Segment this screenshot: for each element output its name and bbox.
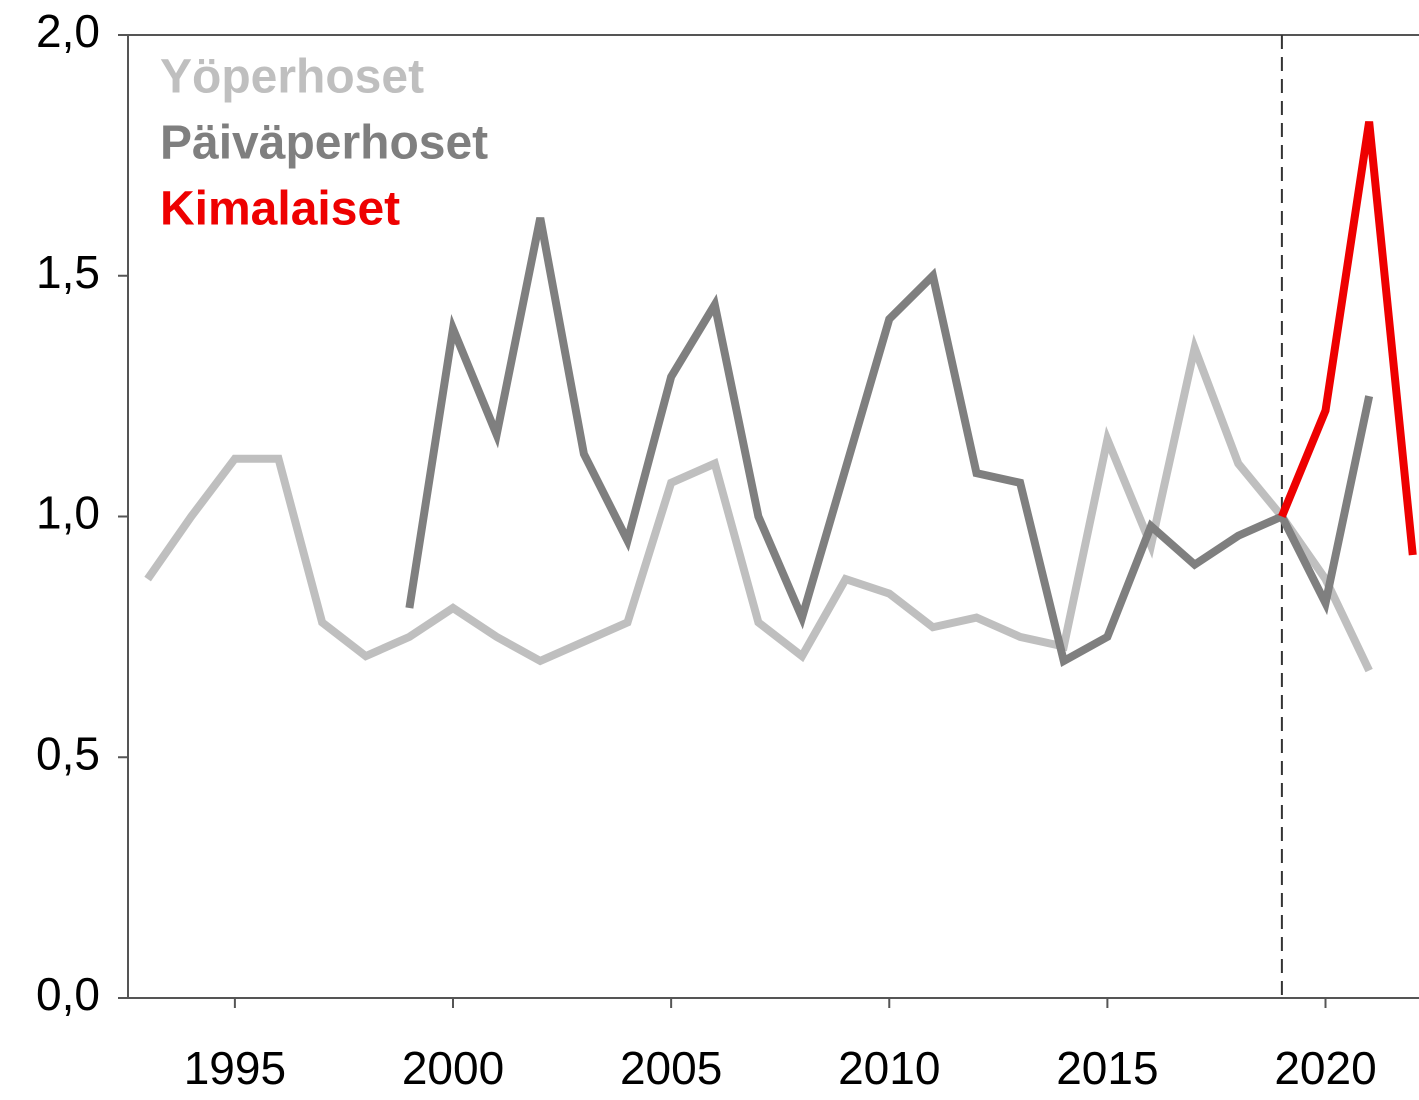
y-tick-label: 1,5 [36, 246, 100, 298]
series-line [144, 333, 1373, 673]
x-tick-label: 2020 [1274, 1042, 1376, 1094]
x-tick-label: 1995 [184, 1042, 286, 1094]
x-tick-label: 2010 [838, 1042, 940, 1094]
y-tick-label: 0,5 [36, 727, 100, 779]
series-line [405, 217, 1374, 667]
y-tick-label: 2,0 [36, 5, 100, 57]
legend-label: Yöperhoset [160, 51, 424, 104]
x-tick-label: 2005 [620, 1042, 722, 1094]
legend-label: Päiväperhoset [160, 117, 488, 170]
x-tick-label: 2015 [1056, 1042, 1158, 1094]
legend-label: Kimalaiset [160, 183, 400, 236]
series-line [1278, 121, 1417, 556]
y-tick-label: 0,0 [36, 968, 100, 1020]
y-tick-label: 1,0 [36, 487, 100, 539]
x-tick-label: 2000 [402, 1042, 504, 1094]
